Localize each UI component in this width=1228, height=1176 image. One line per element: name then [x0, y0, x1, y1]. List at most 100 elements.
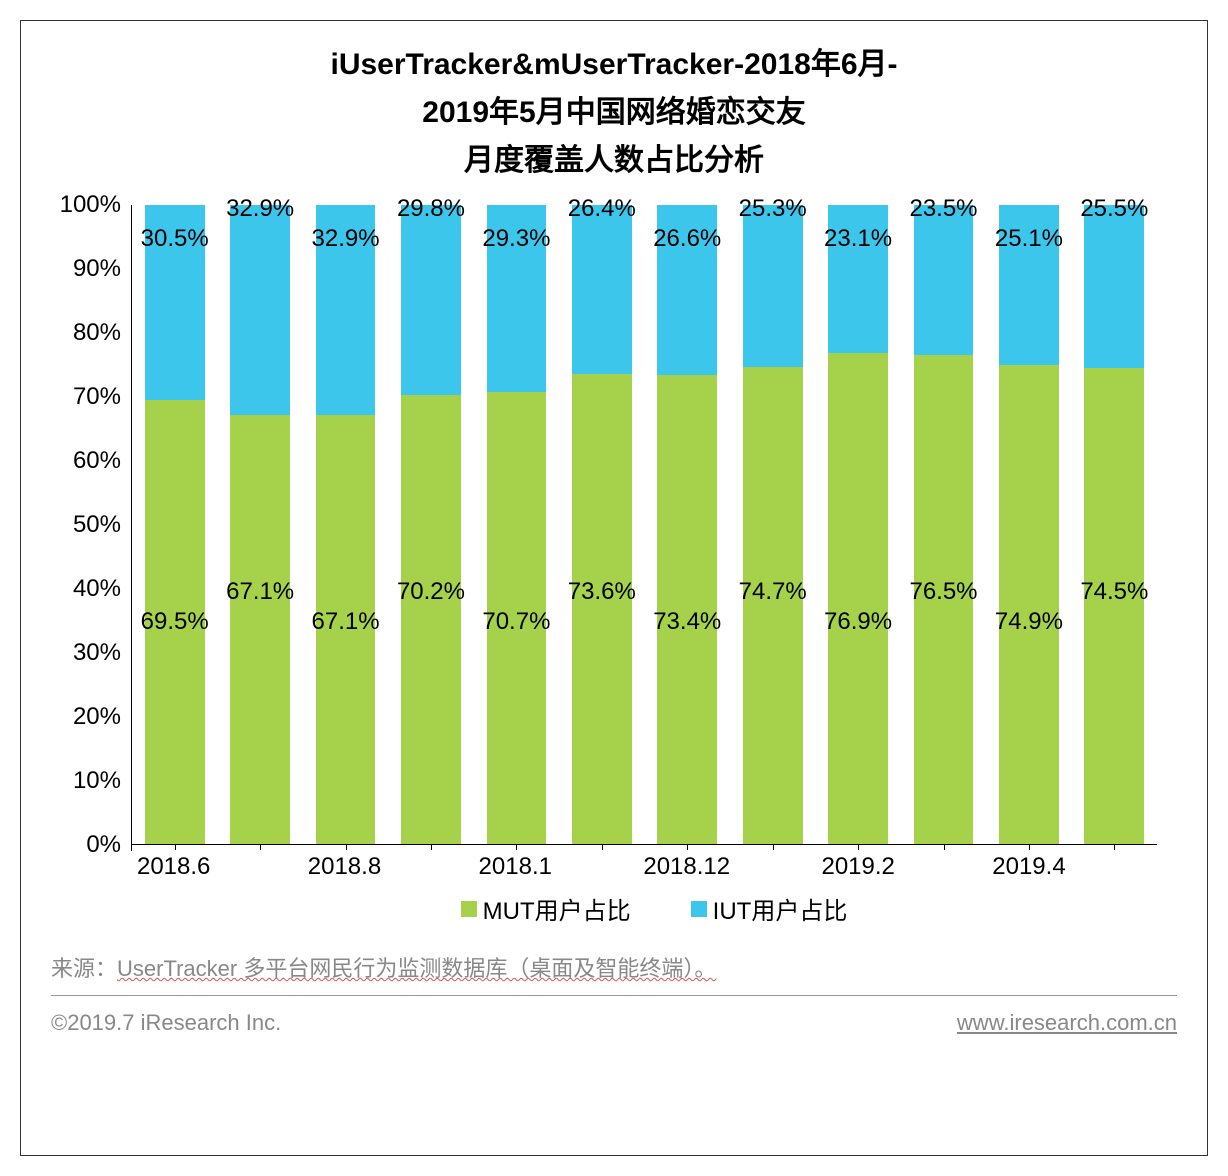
x-axis-label — [901, 853, 986, 881]
source-line: 来源：UserTracker 多平台网民行为监测数据库（桌面及智能终端）。 — [51, 951, 1177, 996]
plot-area: 0%10%20%30%40%50%60%70%80%90%100% 30.5%6… — [131, 205, 1157, 845]
stacked-bar — [1084, 205, 1144, 844]
x-axis-label: 2018.6 — [131, 853, 216, 881]
bar-seg-iut — [743, 205, 803, 367]
chart-container: iUserTracker&mUserTracker-2018年6月- 2019年… — [20, 20, 1208, 1156]
y-tick-label: 10% — [51, 767, 121, 795]
legend-swatch — [691, 901, 707, 917]
title-line3: 月度覆盖人数占比分析 — [51, 137, 1177, 185]
data-label-mut: 74.9% — [995, 608, 1063, 636]
stacked-bar — [743, 205, 803, 844]
data-label-iut: 25.1% — [995, 225, 1063, 253]
stacked-bar — [657, 205, 717, 844]
data-label-iut: 23.1% — [824, 225, 892, 253]
stacked-bar — [230, 205, 290, 844]
x-tick-mark — [944, 844, 945, 850]
x-axis-label — [730, 853, 815, 881]
stacked-bar — [828, 205, 888, 844]
data-label-iut: 23.5% — [909, 195, 977, 223]
data-label-iut: 25.3% — [739, 195, 807, 223]
data-label-iut: 26.4% — [568, 195, 636, 223]
bar-seg-iut — [401, 205, 461, 395]
bar-seg-mut — [999, 365, 1059, 844]
footer-url[interactable]: www.iresearch.com.cn — [957, 1010, 1177, 1036]
data-label-mut: 69.5% — [141, 608, 209, 636]
y-tick-mark — [131, 845, 132, 851]
bar-seg-iut — [914, 205, 974, 355]
data-label-mut: 70.7% — [482, 608, 550, 636]
stacked-bar — [914, 205, 974, 844]
legend-item: MUT用户占比 — [461, 891, 631, 926]
y-tick-label: 80% — [51, 319, 121, 347]
x-axis-label: 2018.12 — [643, 853, 730, 881]
bar-group: 23.1% 76.9% — [815, 205, 900, 844]
x-axis-label: 2018.8 — [302, 853, 387, 881]
bar-group: 25.1% 74.9% — [986, 205, 1071, 844]
bars-area: 30.5%69.5%32.9%67.1%32.9%67.1%29.8%70.2%… — [131, 205, 1157, 845]
data-label-mut: 74.7% — [739, 578, 807, 606]
x-tick-mark — [260, 844, 261, 850]
stacked-bar — [316, 205, 376, 844]
x-axis-label — [387, 853, 472, 881]
stacked-bar — [145, 205, 205, 844]
source-text: UserTracker 多平台网民行为监测数据库（桌面及智能终端）。 — [117, 956, 716, 981]
x-tick-mark — [687, 844, 688, 850]
x-tick-mark — [773, 844, 774, 850]
bar-group: 26.6% 73.4% — [645, 205, 730, 844]
y-tick-label: 90% — [51, 255, 121, 283]
data-label-iut: 26.6% — [653, 225, 721, 253]
legend: MUT用户占比 IUT用户占比 — [131, 891, 1177, 926]
x-axis-label — [1072, 853, 1157, 881]
data-label-mut: 67.1% — [312, 608, 380, 636]
x-axis-label — [558, 853, 643, 881]
bar-group: 32.9% 67.1% — [303, 205, 388, 844]
x-tick-mark — [602, 844, 603, 850]
bar-group: 30.5%69.5% — [132, 205, 217, 844]
y-tick-label: 50% — [51, 511, 121, 539]
x-tick-mark — [1029, 844, 1030, 850]
stacked-bar — [487, 205, 547, 844]
x-tick-mark — [516, 844, 517, 850]
data-label-mut: 76.9% — [824, 608, 892, 636]
y-tick-label: 100% — [51, 191, 121, 219]
data-label-mut: 76.5% — [909, 578, 977, 606]
y-tick-label: 70% — [51, 383, 121, 411]
data-label-iut: 29.3% — [482, 225, 550, 253]
title-line1: iUserTracker&mUserTracker-2018年6月- — [51, 41, 1177, 89]
x-tick-mark — [1114, 844, 1115, 850]
x-axis-label — [216, 853, 301, 881]
y-tick-label: 0% — [51, 831, 121, 859]
data-label-mut: 74.5% — [1080, 578, 1148, 606]
bar-seg-mut — [828, 353, 888, 844]
stacked-bar — [401, 205, 461, 844]
title-line2: 2019年5月中国网络婚恋交友 — [51, 89, 1177, 137]
stacked-bar — [572, 205, 632, 844]
legend-swatch — [461, 901, 477, 917]
data-label-iut: 32.9% — [226, 195, 294, 223]
bar-group: 25.3%74.7% — [730, 205, 815, 844]
footer: ©2019.7 iResearch Inc. www.iresearch.com… — [51, 1010, 1177, 1036]
x-tick-mark — [858, 844, 859, 850]
bar-group: 29.3% 70.7% — [474, 205, 559, 844]
y-tick-label: 30% — [51, 639, 121, 667]
bar-group: 32.9%67.1% — [217, 205, 302, 844]
data-label-mut: 73.6% — [568, 578, 636, 606]
y-tick-label: 40% — [51, 575, 121, 603]
bar-seg-iut — [1084, 205, 1144, 368]
stacked-bar — [999, 205, 1059, 844]
bar-seg-mut — [401, 395, 461, 844]
bar-seg-mut — [230, 415, 290, 844]
bar-group: 25.5%74.5% — [1072, 205, 1157, 844]
x-axis-labels: 2018.62018.82018.12018.122019.22019.4 — [131, 853, 1157, 881]
data-label-iut: 32.9% — [312, 225, 380, 253]
chart-title: iUserTracker&mUserTracker-2018年6月- 2019年… — [51, 41, 1177, 185]
bar-seg-iut — [230, 205, 290, 415]
legend-label: MUT用户占比 — [483, 891, 631, 926]
bar-group: 26.4%73.6% — [559, 205, 644, 844]
x-tick-mark — [431, 844, 432, 850]
bar-seg-mut — [572, 374, 632, 844]
data-label-mut: 73.4% — [653, 608, 721, 636]
legend-item: IUT用户占比 — [691, 891, 848, 926]
y-tick-label: 60% — [51, 447, 121, 475]
bar-group: 23.5%76.5% — [901, 205, 986, 844]
